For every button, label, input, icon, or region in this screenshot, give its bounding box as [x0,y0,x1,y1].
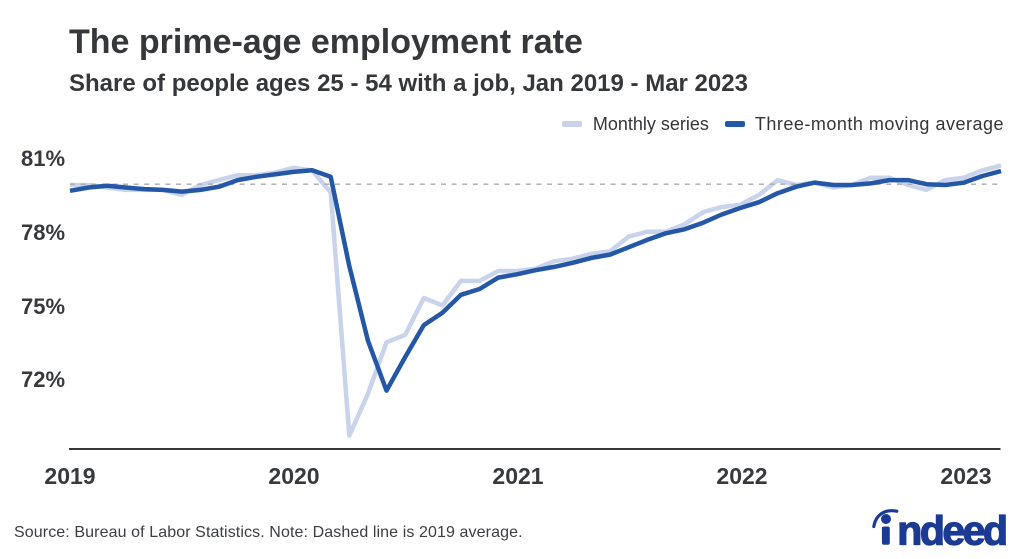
svg-text:ndeed: ndeed [897,508,1006,554]
